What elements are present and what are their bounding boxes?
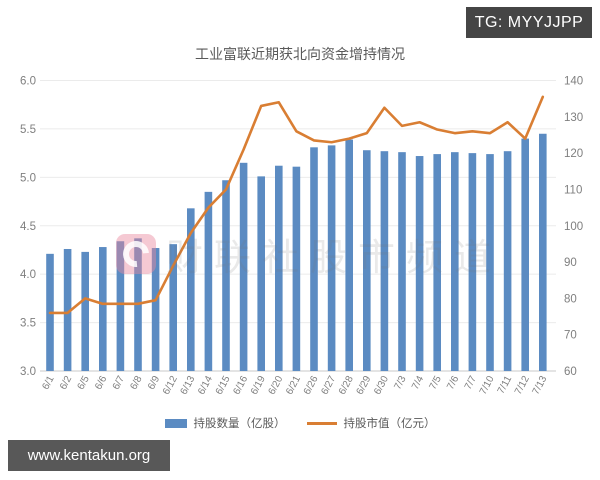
x-axis-tick: 7/11 xyxy=(496,374,515,396)
bar xyxy=(310,147,318,371)
left-axis-tick: 4.5 xyxy=(20,221,36,233)
bar xyxy=(169,244,177,371)
bar xyxy=(363,150,371,371)
bar xyxy=(81,251,89,371)
bar xyxy=(222,180,230,371)
x-axis-tick: 6/12 xyxy=(161,374,180,397)
x-axis-tick: 6/14 xyxy=(196,374,215,397)
x-axis-tick: 6/20 xyxy=(267,374,286,397)
left-axis-labels: 3.0 3.5 4.0 4.5 5.0 5.5 6.0 xyxy=(20,76,36,379)
right-axis-tick: 90 xyxy=(564,257,577,269)
bar xyxy=(63,248,72,371)
bar xyxy=(275,165,283,371)
bar xyxy=(187,208,195,371)
x-axis-tick: 6/15 xyxy=(214,374,233,397)
right-axis-tick: 60 xyxy=(564,366,577,378)
bar xyxy=(239,162,248,371)
bar xyxy=(257,176,265,371)
bar-series xyxy=(46,133,547,371)
x-axis-tick: 6/21 xyxy=(284,374,303,397)
bar xyxy=(486,154,494,371)
x-axis-tick: 6/2 xyxy=(58,374,74,392)
right-axis-tick: 70 xyxy=(564,330,577,342)
right-axis-tick: 130 xyxy=(564,112,583,124)
left-axis-tick: 3.0 xyxy=(20,366,36,378)
bar xyxy=(539,133,547,371)
x-axis-tick: 6/19 xyxy=(249,374,268,397)
x-axis-tick: 7/10 xyxy=(478,374,497,397)
x-axis-tick: 7/13 xyxy=(531,374,550,397)
x-axis-labels: 6/1 6/2 6/5 6/6 6/7 6/8 6/96/126/136/146/156/1… xyxy=(40,374,549,397)
trend-line xyxy=(48,95,545,315)
x-axis-tick: 7/3 xyxy=(392,374,408,392)
left-axis-tick: 5.5 xyxy=(20,124,36,136)
x-axis-tick: 6/28 xyxy=(337,374,356,397)
x-axis-tick: 7/4 xyxy=(410,374,426,392)
x-axis-tick: 7/7 xyxy=(463,374,479,392)
x-axis-tick: 6/8 xyxy=(128,374,144,392)
bar xyxy=(116,241,125,371)
bar xyxy=(503,151,512,371)
x-axis-tick: 7/6 xyxy=(445,374,461,392)
x-axis-tick: 6/6 xyxy=(93,374,109,392)
x-axis-tick: 6/7 xyxy=(111,374,127,392)
right-axis-tick: 100 xyxy=(564,221,583,233)
x-axis-tick: 6/16 xyxy=(231,374,250,397)
bar xyxy=(415,156,424,371)
line-series xyxy=(48,95,545,315)
legend-line-label: 持股市值（亿元） xyxy=(343,418,436,430)
left-axis-tick: 4.0 xyxy=(20,269,36,281)
legend-bar-label: 持股数量（亿股） xyxy=(193,418,286,430)
x-axis-tick: 7/12 xyxy=(513,374,532,397)
right-axis-tick: 80 xyxy=(564,293,577,305)
source-url-badge: www.kentakun.org xyxy=(8,440,170,471)
x-axis-tick: 6/30 xyxy=(372,374,391,397)
chart-legend: 持股数量（亿股） 持股市值（亿元） xyxy=(0,415,600,431)
x-axis-tick: 6/29 xyxy=(355,374,374,397)
bar xyxy=(151,248,160,371)
bar xyxy=(327,145,336,371)
x-axis-tick: 6/13 xyxy=(179,374,198,397)
x-axis-tick: 7/5 xyxy=(428,374,444,392)
bar xyxy=(204,191,213,371)
bar xyxy=(451,152,459,371)
bar xyxy=(398,152,406,371)
bar xyxy=(380,151,389,371)
bar xyxy=(345,139,353,371)
right-axis-tick: 140 xyxy=(564,76,583,88)
x-axis-tick: 6/5 xyxy=(76,374,92,392)
legend-line-swatch xyxy=(306,421,337,425)
telegram-badge: TG: MYYJJPP xyxy=(466,7,592,38)
right-axis-labels: 60 70 80 90 100 110 120 130 140 xyxy=(564,76,583,379)
right-axis-tick: 120 xyxy=(564,148,583,160)
bar xyxy=(292,166,301,371)
bar xyxy=(468,153,477,371)
left-axis-tick: 6.0 xyxy=(20,76,36,88)
legend-bar-swatch xyxy=(164,418,187,428)
left-axis-tick: 5.0 xyxy=(20,172,36,184)
right-axis-tick: 110 xyxy=(564,184,582,196)
x-axis-tick: 6/9 xyxy=(146,374,162,392)
x-axis-tick: 6/1 xyxy=(40,374,56,392)
bar xyxy=(99,247,107,371)
chart-title: 工业富联近期获北向资金增持情况 xyxy=(195,46,405,62)
bar xyxy=(433,154,441,371)
bar xyxy=(521,138,529,371)
x-axis-tick: 6/26 xyxy=(302,374,321,397)
left-axis-tick: 3.5 xyxy=(20,318,36,330)
x-axis-tick: 6/27 xyxy=(319,374,338,397)
